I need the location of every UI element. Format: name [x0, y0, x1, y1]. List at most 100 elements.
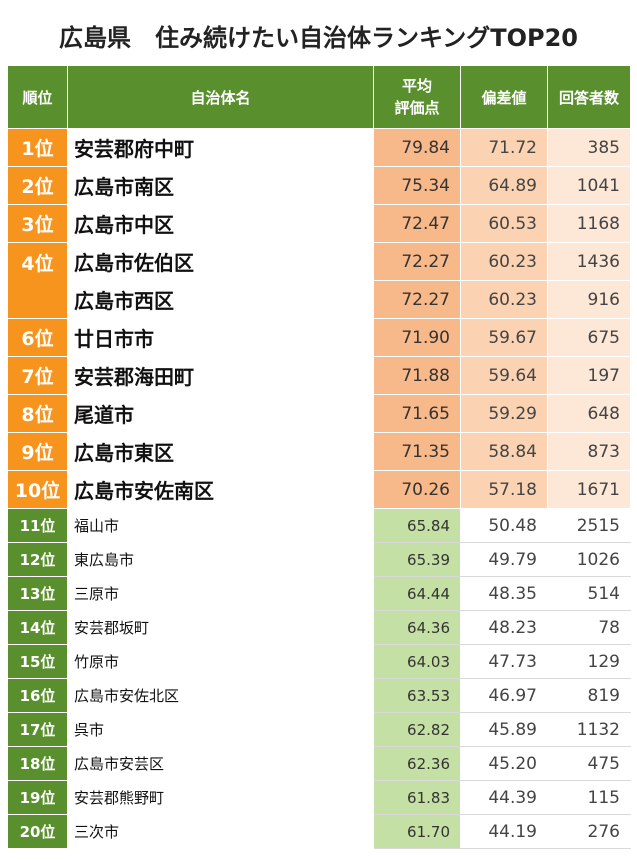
name-cell: 呉市	[67, 712, 374, 747]
rank-cell: 14位	[7, 610, 68, 645]
name-cell: 福山市	[67, 508, 374, 543]
name-cell: 広島市東区	[67, 432, 374, 471]
header-respondents: 回答者数	[547, 65, 631, 129]
average-cell: 65.39	[373, 542, 461, 577]
rank-cell: 15位	[7, 644, 68, 679]
deviation-cell: 48.35	[460, 576, 548, 611]
deviation-cell: 49.79	[460, 542, 548, 577]
table-row: 20位 三次市 61.70 44.19 276	[7, 814, 631, 849]
rank-cell: 7位	[7, 356, 68, 395]
average-cell: 72.47	[373, 204, 461, 243]
respondents-cell: 385	[547, 128, 631, 167]
table-row: 8位 尾道市 71.65 59.29 648	[7, 394, 631, 433]
name-cell: 広島市南区	[67, 166, 374, 205]
respondents-cell: 1026	[547, 542, 631, 577]
rank-cell: 1位	[7, 128, 68, 167]
page-title: 広島県 住み続けたい自治体ランキングTOP20	[58, 24, 579, 52]
rank-cell: 2位	[7, 166, 68, 205]
table-row: 9位 広島市東区 71.35 58.84 873	[7, 432, 631, 471]
table-row: 10位 広島市安佐南区 70.26 57.18 1671	[7, 470, 631, 509]
header-rank: 順位	[7, 65, 68, 129]
respondents-cell: 1671	[547, 470, 631, 509]
name-cell: 安芸郡海田町	[67, 356, 374, 395]
respondents-cell: 197	[547, 356, 631, 395]
name-cell: 広島市安佐北区	[67, 678, 374, 713]
table-row: 1位 安芸郡府中町 79.84 71.72 385	[7, 128, 631, 167]
respondents-cell: 129	[547, 644, 631, 679]
table-row: 3位 広島市中区 72.47 60.53 1168	[7, 204, 631, 243]
rank-cell: 17位	[7, 712, 68, 747]
header-average-line2: 評価点	[394, 99, 440, 117]
deviation-cell: 64.89	[460, 166, 548, 205]
respondents-cell: 276	[547, 814, 631, 849]
deviation-cell: 60.53	[460, 204, 548, 243]
table-row: 広島市西区 72.27 60.23 916	[8, 280, 631, 319]
name-cell: 広島市佐伯区	[67, 242, 374, 281]
name-cell: 廿日市市	[67, 318, 374, 357]
table-row: 11位 福山市 65.84 50.48 2515	[7, 508, 631, 543]
deviation-cell: 50.48	[460, 508, 548, 543]
table-row: 18位 広島市安芸区 62.36 45.20 475	[7, 746, 631, 781]
deviation-cell: 58.84	[460, 432, 548, 471]
table-row: 16位 広島市安佐北区 63.53 46.97 819	[7, 678, 631, 713]
header-average: 平均 評価点	[373, 65, 461, 129]
name-cell: 安芸郡坂町	[67, 610, 374, 645]
respondents-cell: 819	[547, 678, 631, 713]
table-row: 14位 安芸郡坂町 64.36 48.23 78	[7, 610, 631, 645]
deviation-cell: 60.23	[460, 242, 548, 281]
deviation-cell: 57.18	[460, 470, 548, 509]
average-cell: 71.88	[373, 356, 461, 395]
rank-cell: 10位	[7, 470, 68, 509]
header-average-line1: 平均	[401, 77, 432, 95]
name-cell: 安芸郡府中町	[67, 128, 374, 167]
respondents-cell: 115	[547, 780, 631, 815]
average-cell: 71.90	[373, 318, 461, 357]
average-cell: 72.27	[373, 280, 461, 319]
deviation-cell: 44.39	[460, 780, 548, 815]
deviation-cell: 44.19	[460, 814, 548, 849]
deviation-cell: 47.73	[460, 644, 548, 679]
name-cell: 安芸郡熊野町	[67, 780, 374, 815]
table-row: 19位 安芸郡熊野町 61.83 44.39 115	[7, 780, 631, 815]
respondents-cell: 916	[547, 280, 631, 319]
deviation-cell: 48.23	[460, 610, 548, 645]
ranking-table: 順位 自治体名 平均 評価点 偏差値 回答者数 1位 安芸郡府中町 79.84 …	[7, 65, 631, 849]
rank-cell: 18位	[7, 746, 68, 781]
header-row: 順位 自治体名 平均 評価点 偏差値 回答者数	[7, 65, 631, 129]
table-row: 6位 廿日市市 71.90 59.67 675	[7, 318, 631, 357]
name-cell: 広島市中区	[67, 204, 374, 243]
average-cell: 65.84	[373, 508, 461, 543]
respondents-cell: 1168	[547, 204, 631, 243]
table-row: 12位 東広島市 65.39 49.79 1026	[7, 542, 631, 577]
rank-cell: 8位	[7, 394, 68, 433]
rank-cell: 20位	[7, 814, 68, 849]
deviation-cell: 46.97	[460, 678, 548, 713]
deviation-cell: 71.72	[460, 128, 548, 167]
respondents-cell: 475	[547, 746, 631, 781]
rank-cell: 6位	[7, 318, 68, 357]
average-cell: 64.44	[373, 576, 461, 611]
average-cell: 71.35	[373, 432, 461, 471]
rank-cell: 11位	[7, 508, 68, 543]
deviation-cell: 45.20	[460, 746, 548, 781]
respondents-cell: 1132	[547, 712, 631, 747]
rank-cell: 13位	[7, 576, 68, 611]
rank-cell: 12位	[7, 542, 68, 577]
rank-cell: 4位	[7, 242, 68, 319]
respondents-cell: 648	[547, 394, 631, 433]
average-cell: 61.83	[373, 780, 461, 815]
name-cell: 広島市西区	[67, 280, 374, 319]
name-cell: 東広島市	[67, 542, 374, 577]
deviation-cell: 45.89	[460, 712, 548, 747]
average-cell: 72.27	[373, 242, 461, 281]
deviation-cell: 60.23	[460, 280, 548, 319]
table-row: 17位 呉市 62.82 45.89 1132	[7, 712, 631, 747]
table-row: 4位 広島市佐伯区 72.27 60.23 1436	[7, 242, 631, 319]
respondents-cell: 1436	[547, 242, 631, 281]
respondents-cell: 873	[547, 432, 631, 471]
rank-cell: 19位	[7, 780, 68, 815]
respondents-cell: 675	[547, 318, 631, 357]
average-cell: 62.82	[373, 712, 461, 747]
average-cell: 64.03	[373, 644, 461, 679]
table-row: 2位 広島市南区 75.34 64.89 1041	[7, 166, 631, 205]
